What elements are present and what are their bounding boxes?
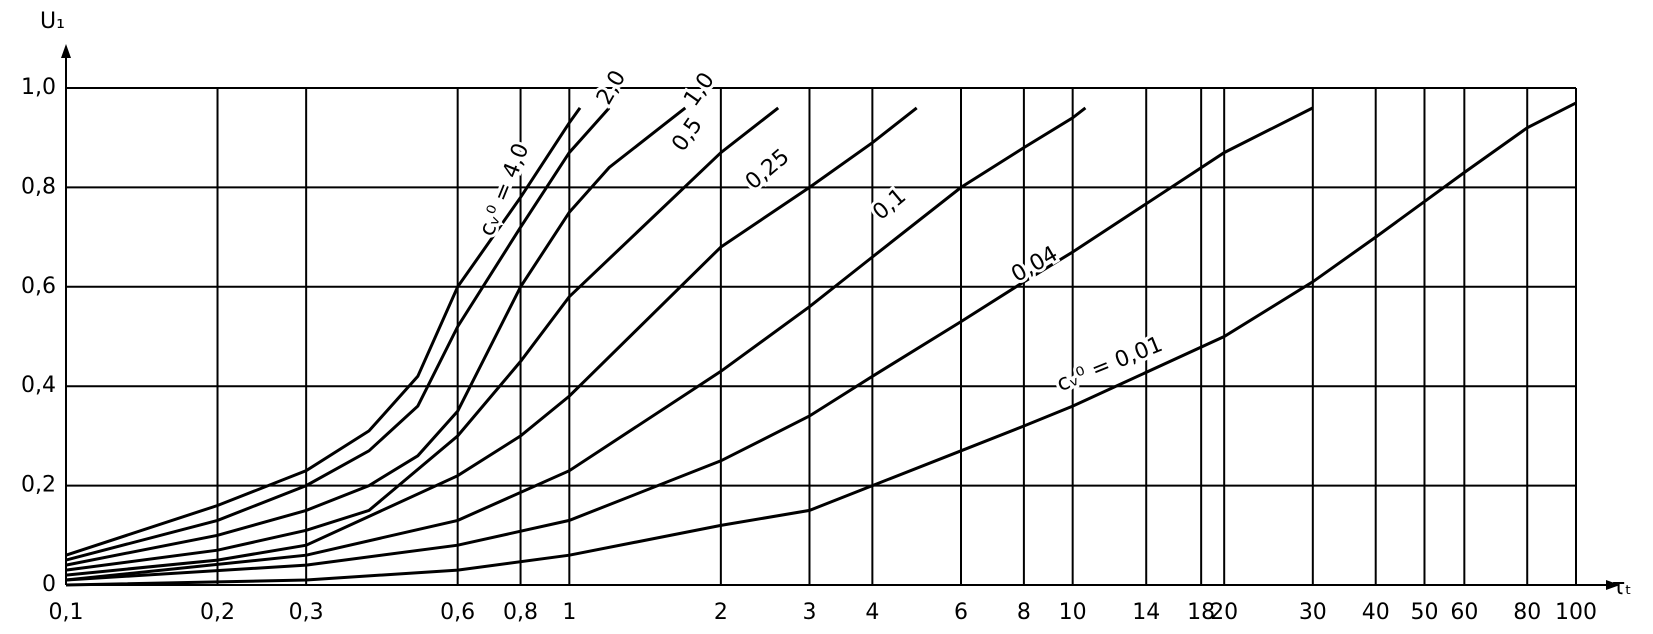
curve [65, 106, 1087, 582]
y-tick-label: 0 [42, 572, 56, 597]
y-tick-label: 0,2 [21, 473, 56, 498]
x-tick-label: 6 [954, 600, 968, 625]
curve [65, 106, 1314, 582]
x-tick-label: 0,3 [289, 600, 324, 625]
y-tick-label: 1,0 [21, 75, 56, 100]
curve-label: 0,04 [1007, 241, 1062, 287]
x-tick-label: 18 [1187, 600, 1215, 625]
x-tick-label: 80 [1513, 600, 1541, 625]
x-tick-label: 30 [1299, 600, 1327, 625]
x-tick-label: 10 [1059, 600, 1087, 625]
curve [65, 106, 780, 572]
y-axis-arrow [61, 44, 71, 58]
x-tick-label: 14 [1132, 600, 1160, 625]
y-tick-label: 0,6 [21, 274, 56, 299]
x-tick-label: 40 [1362, 600, 1390, 625]
x-tick-label: 1 [562, 600, 576, 625]
curve [65, 101, 1577, 587]
x-tick-label: 0,8 [503, 600, 538, 625]
curve-label: 1,0 [679, 68, 720, 111]
x-tick-label: 2 [714, 600, 728, 625]
curve-label: cᵥ⁰ = 0,01 [1053, 332, 1166, 397]
curve [65, 107, 582, 557]
y-tick-label: 0,8 [21, 174, 56, 199]
x-tick-label: 0,6 [440, 600, 475, 625]
x-tick-label: 100 [1555, 600, 1597, 625]
y-tick-label: 0,4 [21, 373, 56, 398]
x-tick-label: 0,2 [200, 600, 235, 625]
x-axis-arrow [1606, 580, 1620, 590]
curve-label: 2,0 [592, 66, 631, 109]
curve [65, 106, 687, 567]
curve-label: 0,1 [868, 184, 911, 226]
x-tick-label: 4 [865, 600, 879, 625]
x-tick-label: 0,1 [49, 600, 84, 625]
curve [65, 106, 918, 577]
y-axis-label: U₁ [40, 9, 65, 34]
x-tick-label: 8 [1017, 600, 1031, 625]
curve [65, 106, 611, 562]
x-tick-label: 60 [1450, 600, 1478, 625]
x-tick-label: 3 [802, 600, 816, 625]
curve-label: 0,5 [667, 113, 708, 156]
x-axis-label: τₜ [1612, 575, 1632, 600]
x-tick-label: 50 [1410, 600, 1438, 625]
x-tick-label: 20 [1210, 600, 1238, 625]
